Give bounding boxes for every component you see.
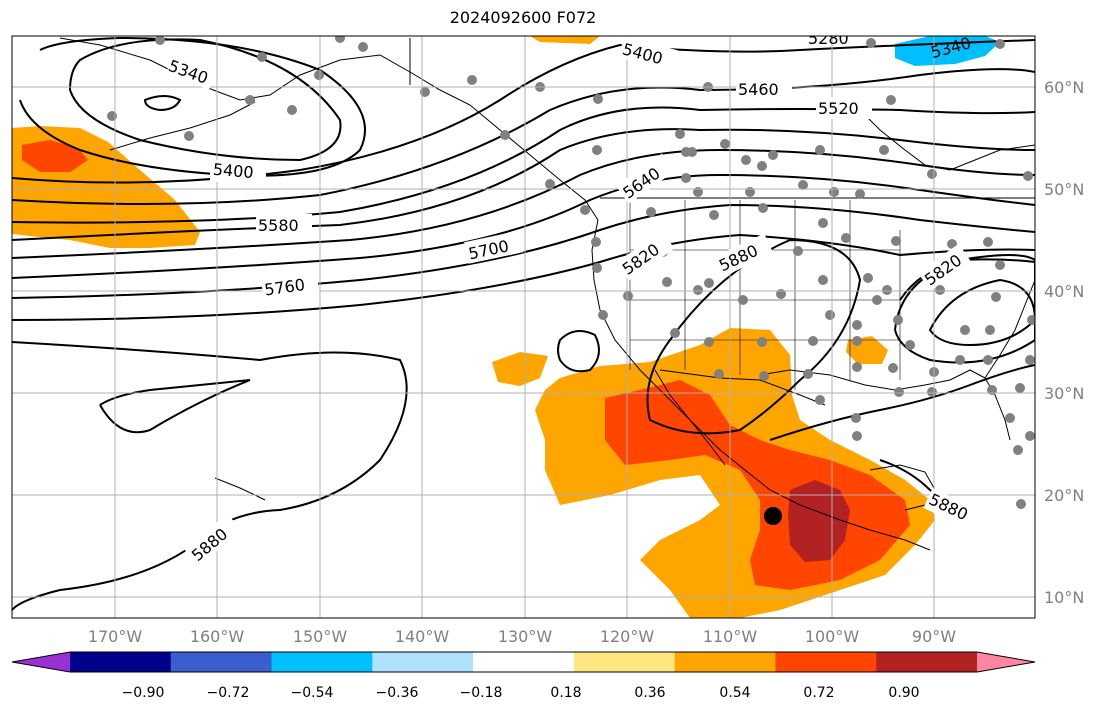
contour-5880-inner — [99, 379, 251, 434]
lat-label-60: 60°N — [1044, 78, 1084, 97]
contour-labels: 5340 5400 5400 5460 5520 5580 5640 5700 … — [166, 29, 984, 567]
contour-5880-small — [557, 330, 600, 373]
lon-label-160w: 160°W — [190, 627, 245, 646]
colorbar-tick: −0.54 — [291, 685, 334, 701]
lon-label-100w: 100°W — [805, 627, 860, 646]
highlight-point — [764, 507, 782, 525]
border-us-mexico — [659, 369, 826, 406]
lat-label-40: 40°N — [1044, 282, 1084, 301]
contour-5700 — [12, 173, 1035, 279]
anomaly-darkred-mexico — [788, 480, 850, 562]
colorbar-segment — [876, 652, 978, 672]
lat-label-30: 30°N — [1044, 384, 1084, 403]
anomaly-orange-top — [530, 36, 600, 44]
contour-label-5460: 5460 — [738, 80, 779, 99]
contour-5760 — [12, 203, 1035, 299]
colorbar-tick: 0.18 — [550, 685, 581, 701]
contour-5880-west — [12, 341, 408, 611]
contour-label-5280: 5280 — [808, 29, 849, 48]
coast-hawaii — [214, 477, 266, 501]
anomaly-shading — [12, 36, 1000, 618]
coast-baja — [654, 369, 726, 466]
colorbar-tick: 0.54 — [719, 685, 750, 701]
colorbar-segment — [372, 652, 474, 672]
colorbar-tick: −0.18 — [460, 685, 503, 701]
colorbar-segment — [674, 652, 776, 672]
colorbar-segment — [573, 652, 676, 672]
anomaly-orange-southwest — [492, 352, 548, 386]
colorbar-extend-high — [977, 652, 1035, 672]
colorbar-segment — [473, 652, 575, 672]
contour-label-5580: 5580 — [258, 216, 299, 235]
lon-label-120w: 120°W — [600, 627, 655, 646]
latitude-labels: 60°N 50°N 40°N 30°N 20°N 10°N — [1044, 78, 1084, 607]
colorbar-tick: −0.36 — [376, 685, 419, 701]
height-contours — [12, 36, 1035, 611]
colorbar-tick: 0.90 — [888, 685, 919, 701]
colorbar-tick: −0.90 — [122, 685, 165, 701]
contour-5520 — [12, 106, 1035, 224]
colorbar-tick: 0.36 — [634, 685, 665, 701]
contour-5460 — [12, 68, 1035, 205]
lat-label-10: 10°N — [1044, 588, 1084, 607]
contour-5340-low — [68, 38, 342, 162]
colorbar-outline — [11, 651, 1036, 673]
coast-aleutians — [109, 101, 256, 151]
contour-5640 — [12, 148, 1035, 259]
lat-label-50: 50°N — [1044, 180, 1084, 199]
lon-label-150w: 150°W — [293, 627, 348, 646]
colorbar — [11, 651, 1036, 673]
contour-inner-low — [143, 95, 182, 112]
contour-5820 — [12, 233, 1035, 321]
lon-label-170w: 170°W — [88, 627, 143, 646]
contour-label-5400-a: 5400 — [212, 160, 254, 182]
colorbar-ticks: −0.90 −0.72 −0.54 −0.36 −0.18 0.18 0.36 … — [122, 685, 920, 701]
map-frame — [11, 35, 1036, 619]
colorbar-segment — [70, 652, 172, 672]
colorbar-extend-low — [12, 652, 70, 672]
contour-5400-low — [19, 36, 366, 177]
coast-west — [591, 219, 931, 551]
map-title: 2024092600 F072 — [449, 8, 597, 27]
colorbar-tick: 0.72 — [803, 685, 834, 701]
anomaly-red-north-pacific — [22, 140, 88, 172]
graticule — [12, 36, 1035, 618]
colorbar-segment — [271, 652, 373, 672]
contour-5880-high — [646, 238, 862, 435]
lon-label-90w: 90°W — [912, 627, 956, 646]
colorbar-segment — [170, 652, 273, 672]
contour-label-5520: 5520 — [818, 99, 859, 118]
lon-label-140w: 140°W — [395, 627, 450, 646]
contour-5880-east — [769, 364, 1035, 441]
lat-label-20: 20°N — [1044, 486, 1084, 505]
longitude-labels: 170°W 160°W 150°W 140°W 130°W 120°W 110°… — [88, 627, 956, 646]
colorbar-tick: −0.72 — [207, 685, 250, 701]
lon-label-130w: 130°W — [498, 627, 553, 646]
colorbar-segment — [775, 652, 877, 672]
contour-5580 — [12, 128, 1035, 241]
lon-label-110w: 110°W — [703, 627, 758, 646]
